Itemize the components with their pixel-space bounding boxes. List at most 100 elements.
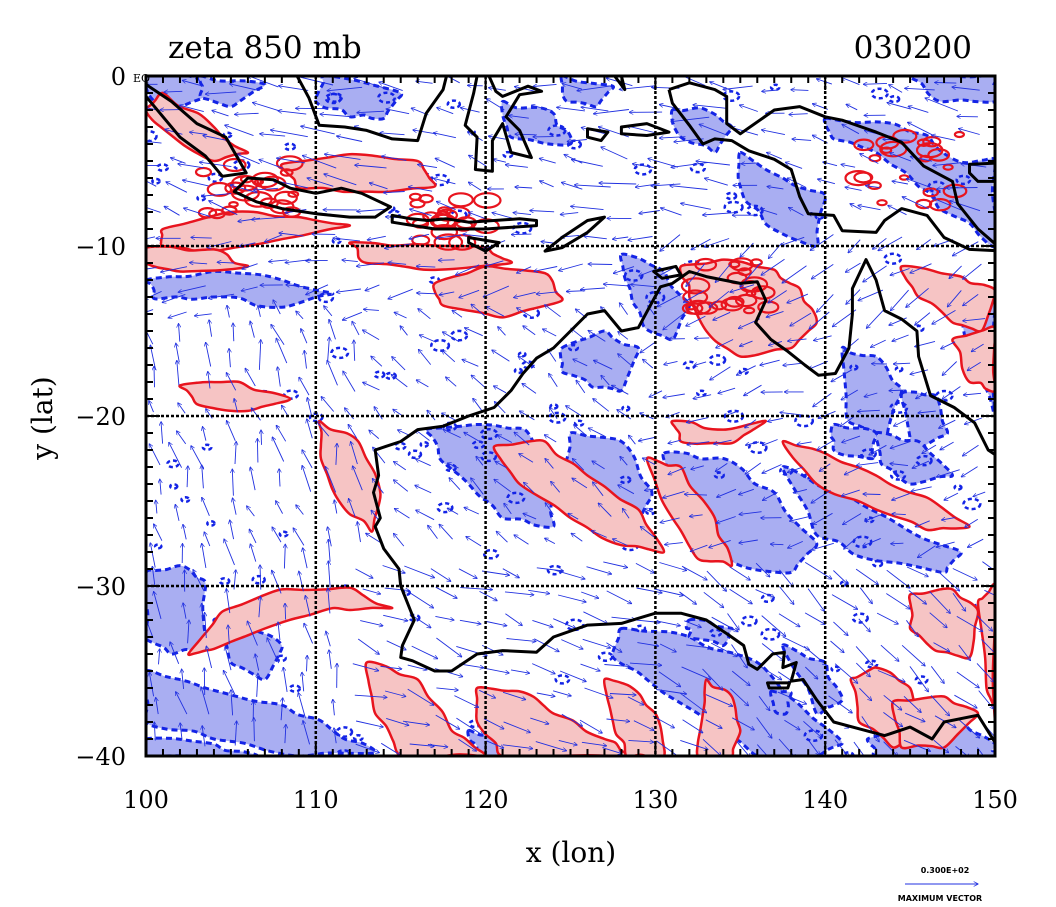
wind-vector xyxy=(930,695,950,715)
wind-vector xyxy=(844,466,862,475)
wind-vector xyxy=(844,536,859,550)
wind-vector xyxy=(810,234,834,251)
wind-vector xyxy=(766,310,784,317)
positive-contour-fragment xyxy=(681,301,704,315)
negative-contour xyxy=(197,76,267,109)
wind-vector xyxy=(178,403,186,414)
positive-contour-fragment xyxy=(222,157,247,173)
wind-vector xyxy=(559,670,586,682)
wind-vector xyxy=(530,211,555,212)
negative-contour-fragment xyxy=(352,733,364,742)
wind-vector xyxy=(446,377,457,387)
wind-vector xyxy=(561,182,583,190)
wind-vector xyxy=(369,430,380,439)
wind-vector xyxy=(579,719,602,733)
wind-vector xyxy=(454,695,478,708)
wind-vector xyxy=(942,361,958,376)
wind-vector xyxy=(316,421,330,437)
wind-vector xyxy=(758,695,770,710)
wind-vector xyxy=(327,360,338,386)
wind-vector xyxy=(342,311,363,320)
wind-vector xyxy=(416,380,429,388)
negative-contour xyxy=(829,422,878,461)
wind-vector xyxy=(545,538,556,544)
wind-vector xyxy=(532,619,553,627)
wind-vector xyxy=(705,694,733,707)
wind-vector xyxy=(761,258,785,275)
wind-vector xyxy=(471,304,485,317)
wind-vector xyxy=(364,309,379,310)
wind-vector xyxy=(638,436,657,441)
wind-vector xyxy=(908,590,927,605)
negative-contour-fragment xyxy=(794,414,815,428)
wind-vector xyxy=(788,339,807,341)
wind-vector xyxy=(206,342,212,367)
wind-vector xyxy=(303,548,308,569)
wind-vector xyxy=(442,332,460,343)
y-axis-label: y (lat) xyxy=(26,376,59,460)
wind-vector xyxy=(272,570,282,594)
wind-vector xyxy=(241,286,258,291)
negative-contour-fragment xyxy=(278,530,289,538)
wind-vector xyxy=(515,134,536,135)
wind-vector xyxy=(394,312,407,319)
wind-vector xyxy=(502,568,520,578)
wind-vector xyxy=(858,618,870,632)
wind-vector xyxy=(967,361,981,370)
wind-vector xyxy=(435,586,457,598)
wind-vector xyxy=(171,158,186,164)
negative-contour-fragment xyxy=(621,405,631,412)
wind-vector xyxy=(293,528,305,546)
wind-vector xyxy=(471,478,484,495)
wind-vector xyxy=(861,716,879,741)
wind-vector xyxy=(193,570,205,592)
wind-vector xyxy=(357,111,385,113)
wind-vector xyxy=(245,368,256,387)
wind-vector xyxy=(581,107,609,112)
negative-contour-fragment xyxy=(153,543,163,550)
wind-vector xyxy=(382,156,407,161)
positive-contour-fragment xyxy=(287,190,300,198)
wind-vector xyxy=(703,591,724,607)
wind-vector xyxy=(958,719,980,739)
wind-vector xyxy=(571,533,583,542)
wind-vector xyxy=(866,186,880,188)
negative-contour xyxy=(146,76,216,109)
wind-vector xyxy=(660,517,680,523)
negative-region-fill xyxy=(770,691,792,715)
wind-vector xyxy=(958,644,971,661)
positive-contour-fragment xyxy=(942,163,954,171)
positive-contour-fragment xyxy=(273,190,298,205)
wind-vector xyxy=(584,687,613,698)
positive-region xyxy=(474,686,633,756)
wind-vector xyxy=(643,359,654,369)
wind-vector xyxy=(458,738,477,751)
positive-region xyxy=(146,245,250,273)
wind-vector xyxy=(784,719,800,730)
wind-vector xyxy=(686,315,706,326)
wind-vector xyxy=(963,393,982,395)
wind-vector xyxy=(745,462,762,474)
wind-vector xyxy=(278,111,307,115)
wind-vector xyxy=(925,98,959,112)
wind-vector xyxy=(779,586,794,605)
wind-vector xyxy=(418,349,432,365)
wind-vector xyxy=(637,642,658,647)
wind-vector xyxy=(559,263,583,271)
wind-vector xyxy=(576,380,586,394)
wind-vector xyxy=(510,669,530,673)
negative-contour-fragment xyxy=(373,370,386,379)
wind-vector xyxy=(156,500,157,514)
wind-vector xyxy=(613,539,628,546)
wind-vector xyxy=(486,99,505,111)
positive-region xyxy=(178,380,292,413)
wind-vector xyxy=(702,738,721,756)
wind-vector xyxy=(651,184,681,186)
wind-vector xyxy=(515,187,533,188)
wind-vector xyxy=(388,263,407,265)
negative-contour-fragment xyxy=(549,403,559,410)
wind-vector xyxy=(628,236,653,241)
wind-vector xyxy=(230,84,260,92)
wind-vector xyxy=(551,481,561,493)
wind-vector xyxy=(363,330,380,340)
